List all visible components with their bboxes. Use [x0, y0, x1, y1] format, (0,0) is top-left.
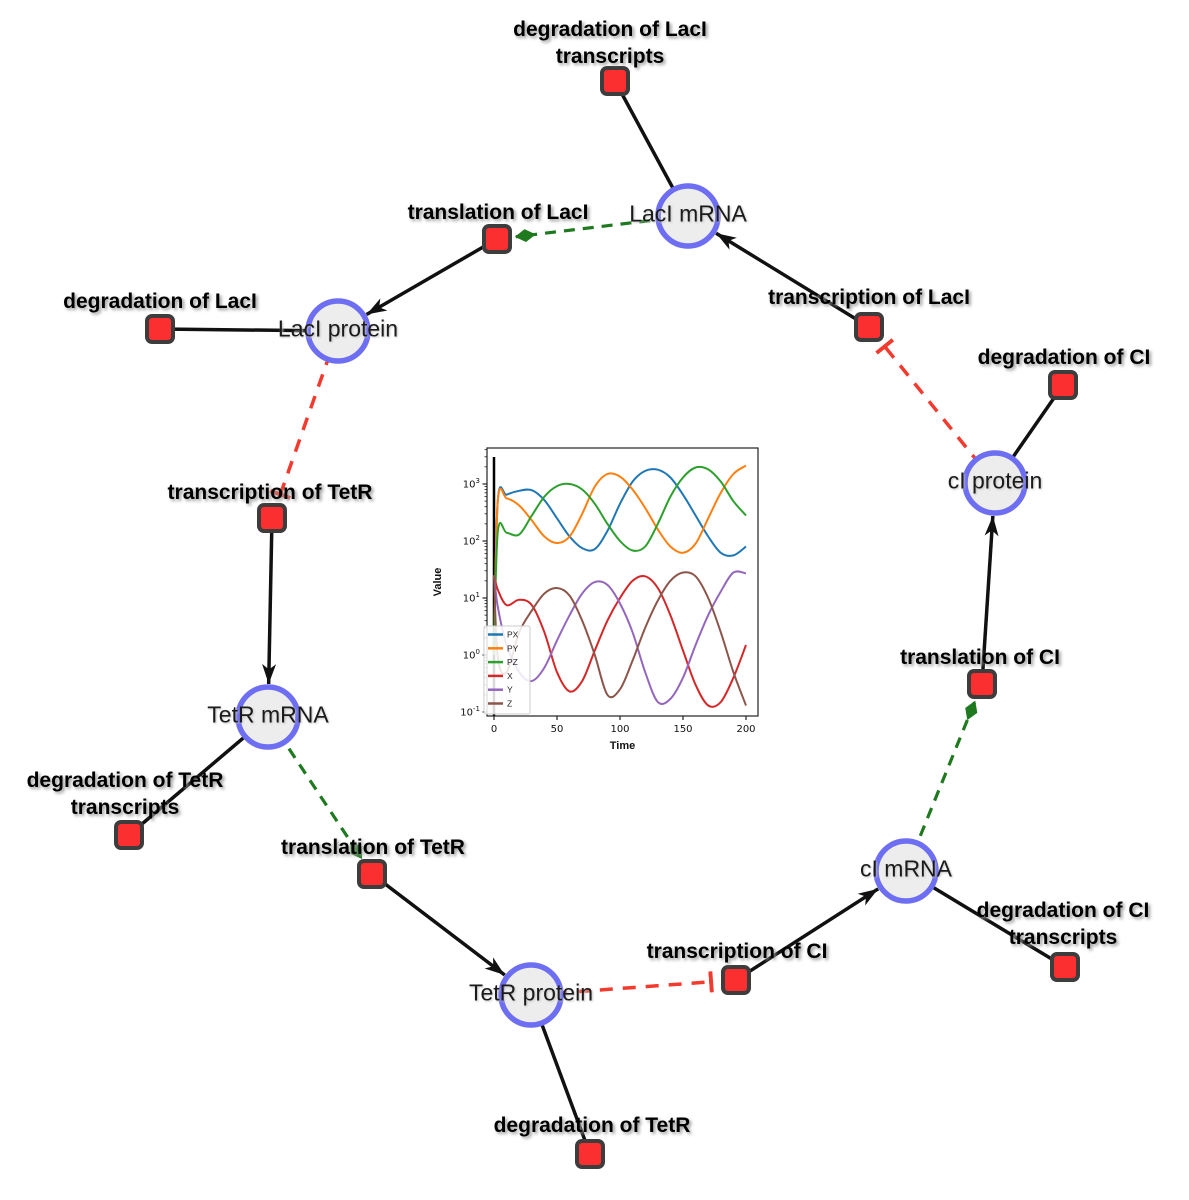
svg-text:200: 200	[736, 724, 755, 735]
edge-modifier-cI_mRNA-transl_cI	[904, 700, 978, 872]
species-node-TetR-mRNA[interactable]	[235, 684, 301, 750]
svg-text:102: 102	[463, 534, 480, 548]
edge-product-transl_tetR-tetR_protein	[370, 872, 506, 977]
series-line-Z	[493, 571, 747, 706]
species-node-TetR-protein[interactable]	[498, 962, 564, 1028]
svg-text:0: 0	[491, 724, 497, 735]
legend-entry-Z: Z	[507, 699, 512, 709]
reaction-node-transcription-of-CI[interactable]	[721, 965, 751, 995]
legend-entry-Y: Y	[507, 685, 513, 695]
reaction-node-transcription-of-TetR[interactable]	[257, 503, 287, 533]
svg-text:150: 150	[673, 724, 692, 735]
time-series-inset: 0 50 100 150 200 10-1 100 101 102 103 Time Value PX P…	[425, 438, 773, 763]
chart-legend: PX PY PZ XYZ	[483, 625, 531, 715]
species-node-cI-mRNA[interactable]	[873, 838, 939, 904]
svg-text:101: 101	[463, 591, 480, 605]
svg-text:10-1: 10-1	[460, 705, 480, 719]
reaction-node-degradation-of-CI-transcripts[interactable]	[1050, 952, 1080, 982]
edge-product-transc_tetR-tetR_mRNA	[262, 517, 277, 685]
series-line-X	[493, 574, 747, 708]
reaction-node-degradation-of-TetR[interactable]	[575, 1139, 605, 1169]
species-node-cI-protein[interactable]	[962, 450, 1028, 516]
svg-text:100: 100	[610, 724, 629, 735]
reaction-node-degradation-of-CI[interactable]	[1048, 370, 1078, 400]
species-node-LacI-protein[interactable]	[305, 298, 371, 364]
chart-xlabel: Time	[610, 740, 635, 752]
reaction-node-translation-of-LacI[interactable]	[482, 224, 512, 254]
edge-product-transl_cI-cI_protein	[980, 515, 999, 685]
reaction-node-transcription-of-LacI[interactable]	[854, 312, 884, 342]
species-node-LacI-mRNA[interactable]	[655, 183, 721, 249]
edge-product-transc_cI-cI_mRNA	[735, 887, 880, 982]
reaction-node-translation-of-CI[interactable]	[967, 669, 997, 699]
reaction-node-translation-of-TetR[interactable]	[357, 859, 387, 889]
reaction-node-degradation-of-LacI-transcripts[interactable]	[600, 66, 630, 96]
legend-entry-PZ: PZ	[507, 657, 518, 667]
edge-product-transc_lacI-lacI_mRNA	[715, 231, 870, 329]
chart-ylabel: Value	[432, 568, 444, 597]
legend-entry-PX: PX	[507, 630, 519, 640]
series-line-PZ	[493, 465, 747, 656]
svg-text:103: 103	[463, 477, 480, 491]
legend-entry-PY: PY	[507, 643, 519, 653]
edge-product-transl_lacI-lacI_protein	[365, 237, 498, 316]
reaction-node-degradation-of-TetR-transcripts[interactable]	[114, 820, 144, 850]
svg-text:100: 100	[463, 648, 480, 662]
time-series-chart: 0 50 100 150 20010-1100101102103TimeValuePXP…	[432, 447, 759, 752]
series-line-PY	[493, 464, 747, 656]
legend-entry-X: X	[507, 671, 513, 681]
reaction-node-degradation-of-LacI[interactable]	[145, 314, 175, 344]
svg-text:50: 50	[551, 724, 564, 735]
